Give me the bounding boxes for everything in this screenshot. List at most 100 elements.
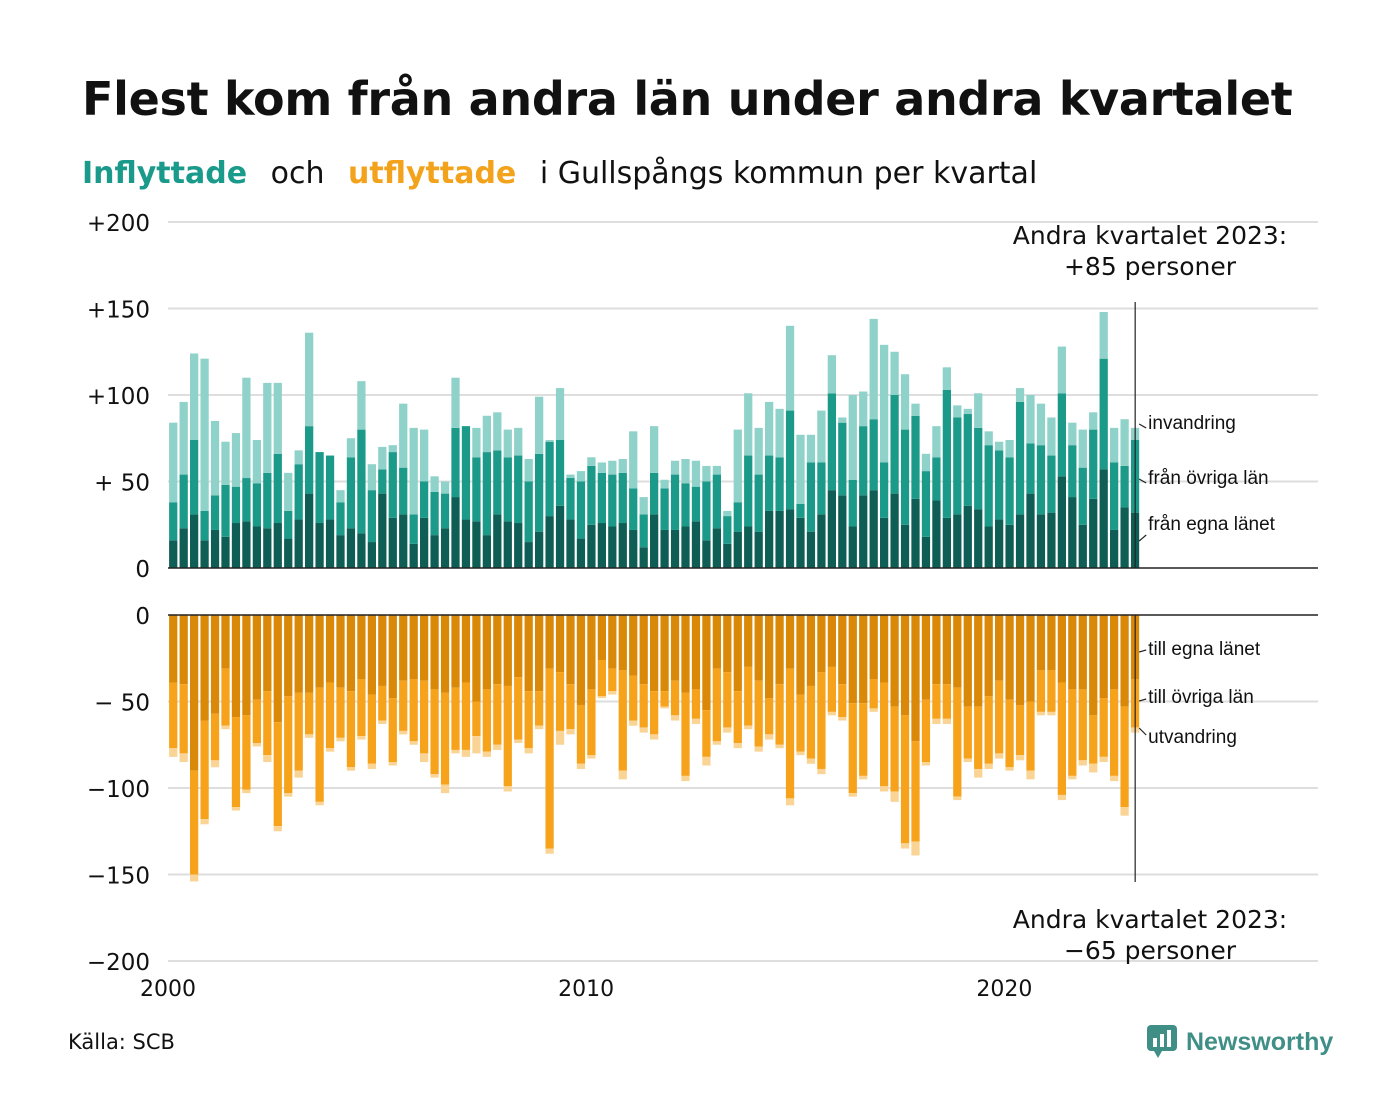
bar-out-seg <box>325 682 335 749</box>
bar-out-seg <box>535 725 544 730</box>
bar-out-seg <box>785 615 795 669</box>
bar-out-seg <box>629 615 638 676</box>
bar-out-seg <box>827 666 836 712</box>
bar-in-seg <box>796 434 805 504</box>
bar-out-seg <box>974 615 983 707</box>
bar-out-seg <box>1099 698 1108 757</box>
bar-out-seg <box>514 615 523 678</box>
bar-in-seg <box>629 488 638 530</box>
bar-in-seg <box>1026 443 1035 494</box>
bar-out-seg <box>775 744 784 749</box>
bar-out-seg <box>806 758 816 764</box>
bar-in-seg <box>514 523 523 568</box>
bar-in-seg <box>733 502 742 532</box>
bar-in-seg <box>1078 429 1087 468</box>
bar-out-seg <box>388 615 397 699</box>
bar-out-seg <box>388 698 397 763</box>
bar-in-seg <box>900 429 910 525</box>
bar-in-seg <box>472 521 481 568</box>
bar-out-seg <box>775 615 784 685</box>
bar-in-seg <box>1047 417 1056 456</box>
bar-in-seg <box>305 493 314 568</box>
bar-in-seg <box>1110 462 1119 530</box>
bar-out-seg <box>806 615 816 686</box>
bar-in-seg <box>461 426 471 520</box>
bar-in-seg <box>210 420 220 496</box>
bar-out-seg <box>900 715 910 844</box>
bar-in-seg <box>691 460 701 487</box>
bar-out-seg <box>1078 760 1087 766</box>
bar-in-seg <box>252 439 261 484</box>
bar-out-seg <box>1068 775 1077 780</box>
bar-out-seg <box>890 615 899 707</box>
bar-out-seg <box>284 793 293 797</box>
bar-out-seg <box>723 672 732 728</box>
bar-out-seg <box>294 692 303 771</box>
bar-out-seg <box>744 615 753 667</box>
bar-in-seg <box>420 429 429 482</box>
chart-title: Flest kom från andra län under andra kva… <box>82 72 1293 126</box>
bar-out-seg <box>963 706 972 759</box>
y-tick-label-outflow: 0 <box>135 604 150 630</box>
bar-in-seg <box>179 474 188 529</box>
bar-in-seg <box>200 510 209 541</box>
bar-out-seg <box>221 615 230 669</box>
bar-in-seg <box>451 427 460 498</box>
bar-out-seg <box>1005 615 1014 700</box>
bar-in-seg <box>963 414 972 506</box>
bar-in-seg <box>848 479 857 527</box>
bar-in-seg <box>848 526 857 568</box>
bar-in-seg <box>399 514 408 568</box>
bar-in-seg <box>378 469 387 494</box>
bar-out-seg <box>514 677 523 740</box>
bar-out-seg <box>461 615 471 683</box>
bar-in-seg <box>179 401 188 475</box>
bar-out-seg <box>179 684 188 754</box>
bar-in-seg <box>691 486 701 522</box>
bar-out-seg <box>576 763 586 769</box>
bar-out-seg <box>691 689 701 719</box>
bar-in-seg <box>346 438 356 458</box>
bar-out-seg <box>440 615 450 693</box>
newsworthy-icon <box>1147 1025 1177 1058</box>
bar-in-seg <box>744 526 753 568</box>
bar-in-seg <box>503 429 512 458</box>
bar-in-seg <box>482 415 491 453</box>
bar-in-seg <box>1068 445 1077 498</box>
series-label-inflow: invandring <box>1148 413 1236 434</box>
bar-out-seg <box>169 682 178 749</box>
bar-out-seg <box>838 717 847 721</box>
bar-out-seg <box>754 680 763 747</box>
bar-out-seg <box>315 801 324 806</box>
chart-subtitle: Inflyttade och utflyttade i Gullspångs k… <box>82 156 1051 191</box>
bar-in-seg <box>702 465 711 482</box>
bar-out-seg <box>242 615 251 716</box>
bar-out-seg <box>702 756 711 766</box>
bar-in-seg <box>650 472 659 515</box>
bar-out-seg <box>995 753 1004 759</box>
bar-in-seg <box>974 427 983 510</box>
bar-out-seg <box>430 615 439 690</box>
bar-in-seg <box>827 490 836 568</box>
bar-in-seg <box>660 488 669 530</box>
bar-out-seg <box>880 682 889 787</box>
bar-out-seg <box>378 685 387 721</box>
bar-in-seg <box>953 514 962 568</box>
bar-out-seg <box>1120 615 1129 707</box>
bar-in-seg <box>1047 455 1056 513</box>
bar-in-seg <box>1089 498 1098 568</box>
bar-out-seg <box>932 684 941 719</box>
bar-in-seg <box>545 516 554 568</box>
bar-out-seg <box>263 755 272 763</box>
bar-in-seg <box>472 457 481 522</box>
bar-in-seg <box>1005 457 1014 525</box>
bar-in-seg <box>859 495 868 568</box>
bar-out-seg <box>325 748 335 752</box>
bar-out-seg <box>252 743 261 747</box>
bar-out-seg <box>315 615 324 688</box>
bar-out-seg <box>1015 615 1025 705</box>
bar-out-seg <box>639 727 648 733</box>
bar-in-seg <box>608 526 617 568</box>
bar-in-seg <box>869 419 878 491</box>
bar-in-seg <box>838 495 847 568</box>
